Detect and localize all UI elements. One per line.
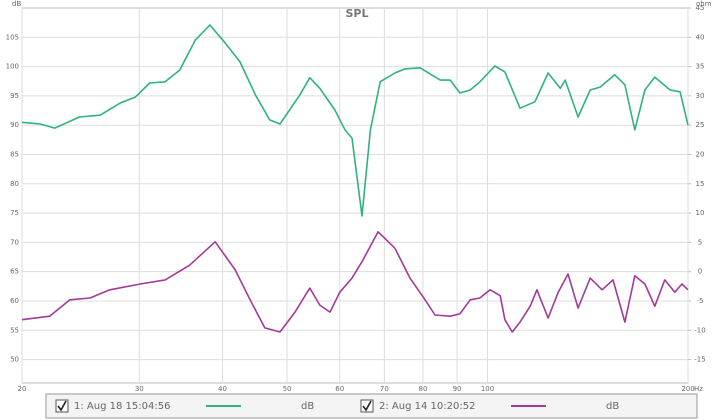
y2-tick-label: 40 [696,33,705,41]
y-tick-label: 60 [10,297,19,305]
y-tick-label: 50 [10,356,19,364]
y-tick-label: 65 [10,268,19,276]
legend-check [362,400,372,412]
y-tick-label: 95 [10,92,19,100]
chart-title: SPL [346,7,369,20]
x-tick-label: 70 [380,385,389,393]
y2-tick-label: 0 [698,268,702,276]
y2-tick-label: 15 [696,180,705,188]
x-unit: Hz [694,385,703,393]
y2-tick-label: -10 [694,326,705,334]
y2-tick-label: 35 [696,63,705,71]
y2-tick-label: 10 [696,209,705,217]
y-tick-label: 105 [6,33,19,41]
x-tick-label: 50 [283,385,292,393]
x-tick-label: 40 [218,385,227,393]
legend-unit: dB [606,401,619,412]
x-tick-label: 100 [481,385,494,393]
series-line [21,24,689,217]
y-unit: dB [12,0,21,8]
y2-tick-label: 45 [696,4,705,12]
x-tick-label: 90 [453,385,462,393]
x-tick-label: 60 [335,385,344,393]
x-tick-label: 30 [135,385,144,393]
y2-unit: ohm [696,0,712,8]
y-tick-label: 70 [10,238,19,246]
y-tick-label: 85 [10,150,19,158]
y-tick-label: 80 [10,180,19,188]
y2-tick-label: 30 [696,92,705,100]
y-tick-label: 90 [10,121,19,129]
y2-tick-label: 25 [696,121,705,129]
plot-area [21,7,689,384]
legend-unit: dB [301,401,314,412]
legend-check [57,400,67,412]
legend-label: 1: Aug 18 15:04:56 [74,401,170,412]
x-tick-label: 200 [681,385,694,393]
legend-label: 2: Aug 14 10:20:52 [379,401,475,412]
series-line [21,231,689,333]
y-tick-label: 100 [6,63,19,71]
y2-tick-label: -15 [694,356,705,364]
y-tick-label: 55 [10,326,19,334]
x-tick-label: 20 [18,385,27,393]
y2-tick-label: 5 [698,238,702,246]
y2-tick-label: 20 [696,150,705,158]
x-tick-label: 80 [419,385,428,393]
y-tick-label: 75 [10,209,19,217]
y2-tick-label: -5 [697,297,704,305]
